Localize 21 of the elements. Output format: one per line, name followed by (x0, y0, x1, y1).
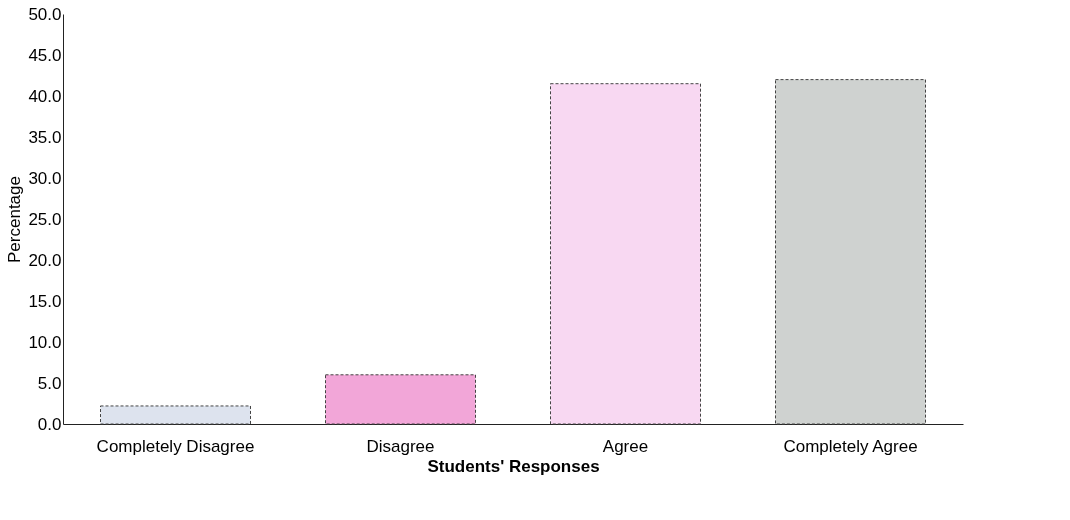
y-tick-label: 30.0 (28, 168, 62, 188)
y-tick-label: 0.0 (37, 414, 62, 434)
x-tick-label: Completely Disagree (96, 436, 255, 456)
bar (100, 405, 251, 425)
y-tick-label: 25.0 (28, 209, 62, 229)
y-tick-label: 40.0 (28, 86, 62, 106)
y-tick-label: 15.0 (28, 291, 62, 311)
y-tick-label: 50.0 (28, 4, 62, 24)
x-tick-label: Agree (602, 436, 649, 456)
x-tick-label: Completely Agree (783, 436, 918, 456)
y-tick-label: 5.0 (37, 373, 62, 393)
y-tick-label: 35.0 (28, 127, 62, 147)
y-axis-title: Percentage (5, 176, 25, 263)
y-tick-label: 45.0 (28, 45, 62, 65)
bar (325, 374, 476, 425)
y-tick-label: 20.0 (28, 250, 62, 270)
y-tick-label: 10.0 (28, 332, 62, 352)
bar (775, 79, 926, 425)
x-axis-title: Students' Responses (427, 456, 600, 476)
bar (550, 83, 701, 425)
x-tick-label: Disagree (366, 436, 435, 456)
